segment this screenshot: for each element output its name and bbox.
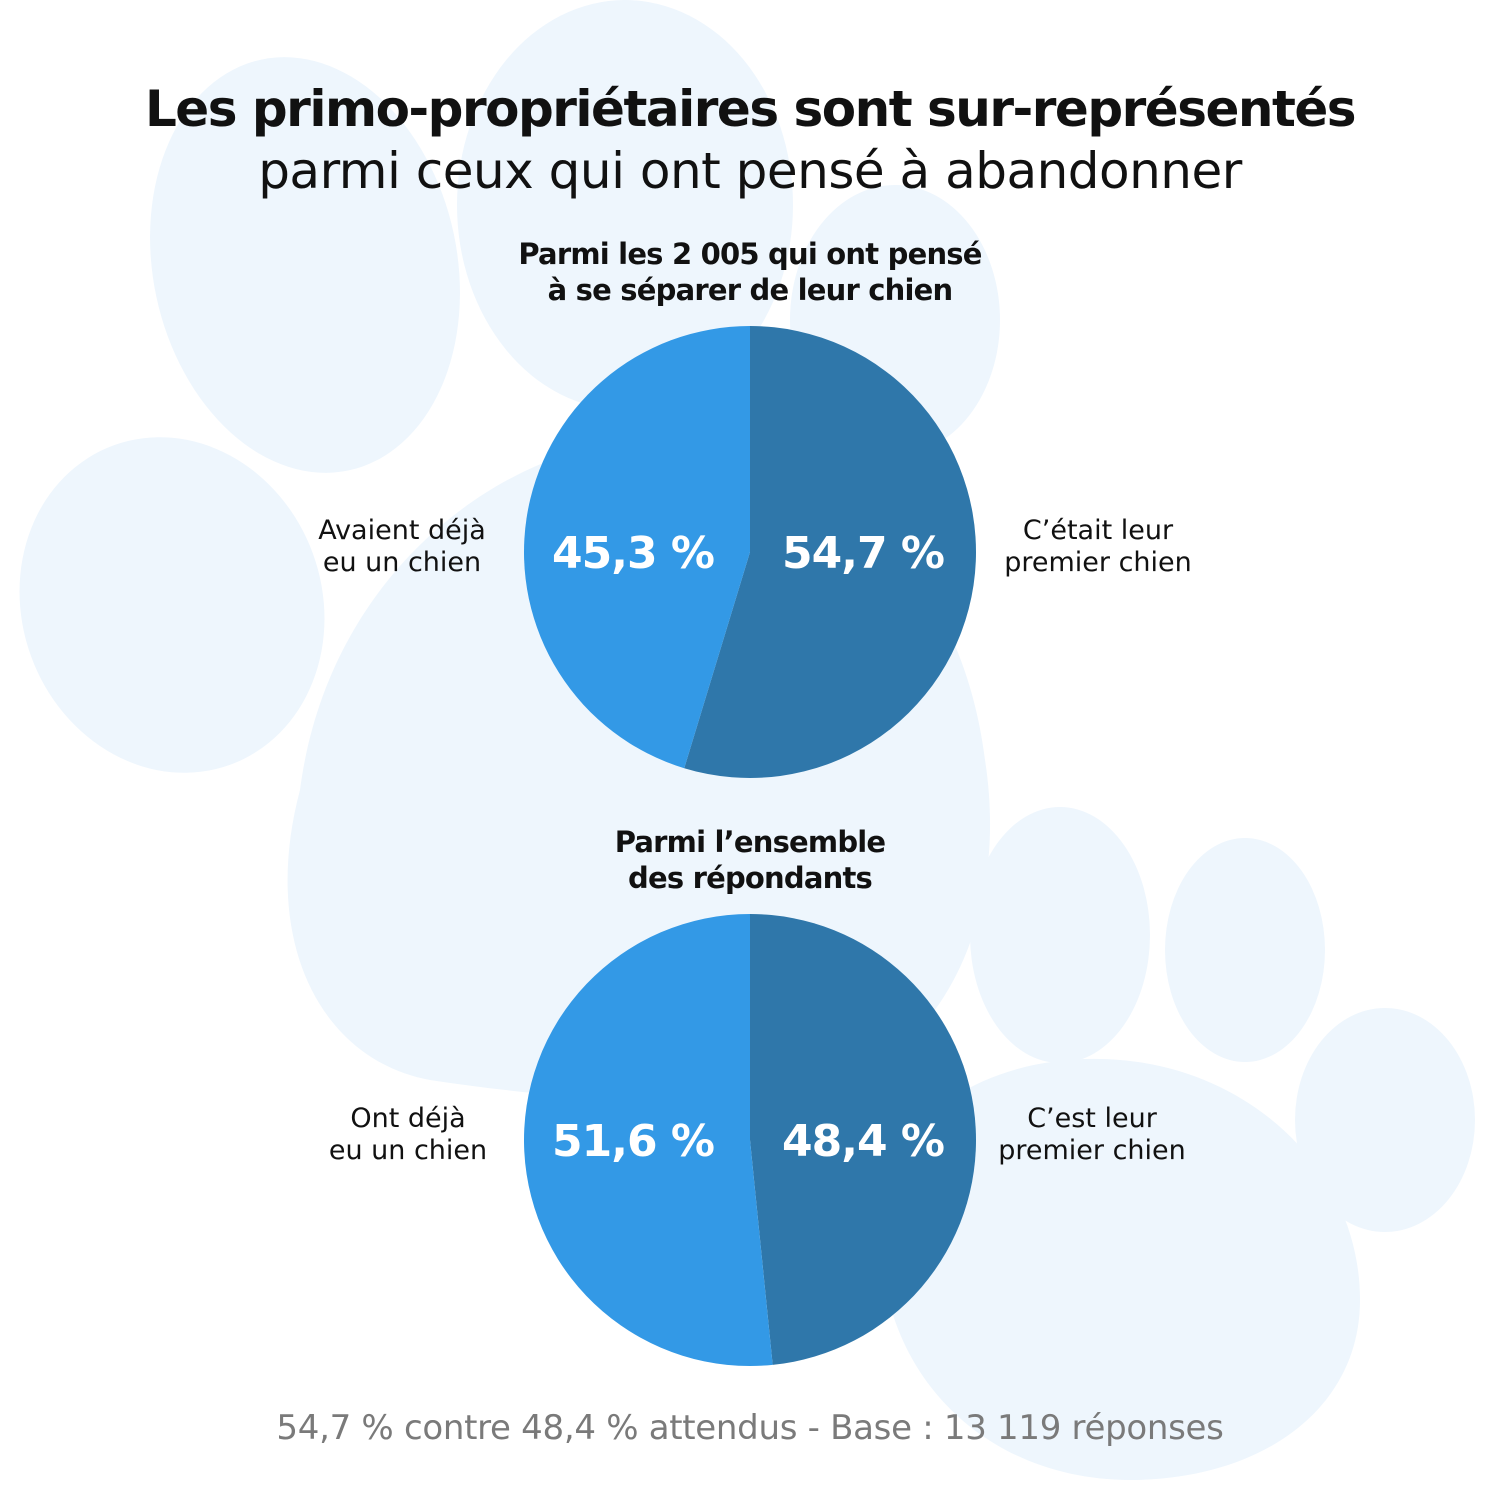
paw-toe-small-1 — [970, 807, 1150, 1063]
slice-label-avaient-deja-eu-un-chien: Avaient déjà eu un chien — [272, 515, 532, 579]
slice-label-premier-chien: C’est leur premier chien — [962, 1103, 1222, 1167]
chart-title-line: Parmi l’ensemble — [614, 825, 886, 859]
pie-chart-ensemble-repondants: 48,4 % 51,6 % — [523, 914, 976, 1366]
footer-note: 54,7 % contre 48,4 % attendus - Base : 1… — [276, 1408, 1224, 1448]
pie-chart-pensé-abandonner: 54,7 % 45,3 % — [524, 326, 977, 778]
chart-title-line: des répondants — [628, 861, 873, 895]
pie-slice-1-0 — [750, 914, 976, 1365]
slice-label-ont-deja-eu-un-chien: Ont déjà eu un chien — [278, 1103, 538, 1167]
pie-slice-1-1 — [523, 914, 773, 1366]
paw-toe-top-left — [150, 57, 460, 473]
paw-toe-left — [19, 437, 325, 773]
slice-label-line: Ont déjà — [350, 1103, 466, 1134]
pie-value-label-1-0: 48,4 % — [782, 1116, 944, 1167]
slice-label-line: eu un chien — [328, 1135, 488, 1166]
paw-toe-small-2 — [1165, 838, 1325, 1062]
slice-label-line: eu un chien — [322, 547, 482, 578]
page-subtitle: parmi ceux qui ont pensé à abandonner — [258, 142, 1242, 200]
pie-value-label-0-1: 45,3 % — [552, 528, 714, 579]
pie-slice-0-1 — [524, 326, 750, 769]
pie-slice-0-0 — [684, 326, 977, 778]
chart-title-line: à se séparer de leur chien — [547, 273, 954, 307]
chart-title-ensemble-repondants: Parmi l’ensemble des répondants — [450, 824, 1050, 896]
paw-toe-top-center — [457, 0, 793, 410]
chart-title-pensé-abandonner: Parmi les 2 005 qui ont pensé à se sépar… — [450, 236, 1050, 308]
slice-label-line: premier chien — [998, 1135, 1186, 1166]
pie-value-label-1-1: 51,6 % — [552, 1116, 714, 1167]
slice-label-line: C’est leur — [1027, 1103, 1157, 1134]
paw-toe-small-3 — [1295, 1008, 1475, 1232]
slice-label-line: premier chien — [1004, 547, 1192, 578]
paw-pad-small — [880, 1058, 1360, 1480]
pie-value-label-0-0: 54,7 % — [782, 528, 944, 579]
slice-label-line: C’était leur — [1022, 515, 1174, 546]
slice-label-line: Avaient déjà — [318, 515, 486, 546]
page-title: Les primo-propriétaires sont sur-représe… — [144, 80, 1357, 138]
slice-label-premier-chien: C’était leur premier chien — [968, 515, 1228, 579]
chart-title-line: Parmi les 2 005 qui ont pensé — [518, 237, 982, 271]
